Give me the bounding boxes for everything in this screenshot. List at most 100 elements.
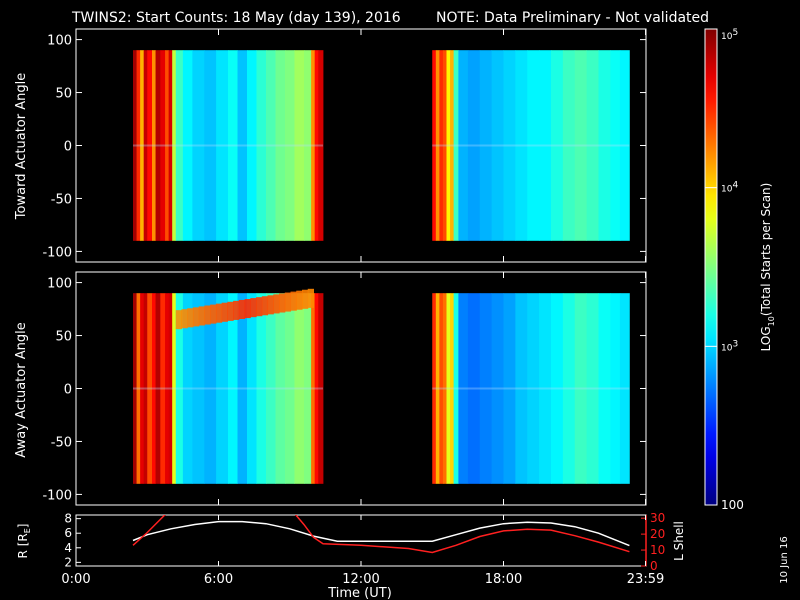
heatmap-column [247,293,257,484]
heatmap-column [453,50,459,241]
l-tick-label: 10 [650,543,665,557]
heatmap-column [458,293,469,484]
heatmap-band-cell [256,297,263,317]
heatmap-column [172,50,177,241]
heatmap-column [168,293,173,484]
heatmap-column [458,50,469,241]
heatmap-band-cell [215,303,223,323]
r-tick-label: 8 [64,512,72,526]
heatmap-column [539,293,552,484]
heatmap-column [136,50,141,241]
heatmap-column [479,50,493,241]
y-tick-label: -100 [42,245,72,260]
heatmap-column [155,293,161,484]
heatmap-column [598,293,611,484]
heatmap-column [165,293,170,484]
r-axis-label: R [RE] [16,524,32,559]
heatmap-column [152,50,156,241]
heatmap-column [527,293,540,484]
heatmap-column [228,50,238,241]
heatmap-column [147,50,153,241]
heatmap-column [294,293,305,484]
l-shell-line [294,515,630,554]
heatmap-band-cell [267,295,274,315]
colorbar-tick-label: 105 [721,28,738,42]
heatmap-column [539,50,552,241]
heatmap-column [275,50,286,241]
heatmap-column [551,50,564,241]
heatmap-band-cell [233,300,240,320]
heatmap-column [442,293,447,484]
heatmap-column [610,50,621,241]
heatmap-column [133,50,137,241]
heatmap-column [515,50,528,241]
y-tick-label: -100 [42,488,72,503]
middle-heatmap-panel: 100 50 0 -50 -100 [42,271,647,506]
y-tick-label: 0 [64,383,72,398]
l-tick-label: 0 [650,559,658,573]
heatmap-band-cell [279,293,286,313]
heatmap-column [175,293,184,484]
heatmap-column [318,50,324,241]
heatmap-column [152,293,156,484]
r-tick-label: 4 [64,541,72,555]
heatmap-column [562,50,576,241]
heatmap-column [491,50,504,241]
heatmap-column [446,293,451,484]
y-tick-label: 100 [47,34,72,49]
heatmap-column [450,293,455,484]
y-tick-label: 100 [47,277,72,292]
middle-ylabel: Away Actuator Angle [14,322,29,457]
x-tick-label: 12:00 [342,572,379,587]
heatmap-column [285,293,295,484]
heatmap-column [143,293,148,484]
x-tick-label: 6:00 [204,572,233,587]
x-tick-label: 23:59 [627,572,664,587]
heatmap-column [172,293,177,484]
heatmap-column [450,50,455,241]
x-tick-label: 18:00 [485,572,522,587]
colorbar-label: LOG10(Total Starts per Scan) [759,183,776,352]
orbit-lines [132,515,630,554]
heatmap-column [228,293,238,484]
x-axis-label: Time (UT) [327,586,392,600]
heatmap-column [318,293,324,484]
heatmap-column [467,293,481,484]
r-tick-label: 2 [64,555,72,569]
y-tick-label: 0 [64,140,72,155]
l-shell-label: L Shell [672,521,686,561]
r-tick-label: 6 [64,526,72,540]
colorbar-tick-label: 104 [721,181,738,195]
heatmap-column [140,293,145,484]
chart-title: TWINS2: Start Counts: 18 May (day 139), … [71,10,401,26]
heatmap-column [192,50,205,241]
heatmap-band-cell [238,299,246,319]
heatmap-column [304,293,312,484]
heatmap-band-cell [227,301,234,321]
heatmap-band-cell [273,294,280,314]
x-tick-labels: 0:00 6:00 12:00 18:00 23:59 [61,572,664,587]
heatmap-band-cell [290,291,297,311]
heatmap-column [453,293,459,484]
heatmap-column [574,293,588,484]
heatmap-column [237,293,248,484]
heatmap-column [479,293,493,484]
heatmap-column [562,293,576,484]
colorbar-tick-label: 103 [721,339,738,353]
heatmap-band-cell [244,299,251,319]
heatmap-column [266,50,276,241]
l-tick-label: 30 [650,511,665,525]
heatmap-column [247,50,257,241]
heatmap-column [619,293,630,484]
heatmap-column [314,293,319,484]
heatmap-column [435,293,440,484]
heatmap-column [155,50,161,241]
heatmap-column [527,50,540,241]
heatmap-column [182,293,193,484]
heatmap-column [439,293,444,484]
heatmap-column [204,293,217,484]
heatmap-band-cell [192,307,200,327]
heatmap-column [619,50,630,241]
heatmap-column [574,50,588,241]
